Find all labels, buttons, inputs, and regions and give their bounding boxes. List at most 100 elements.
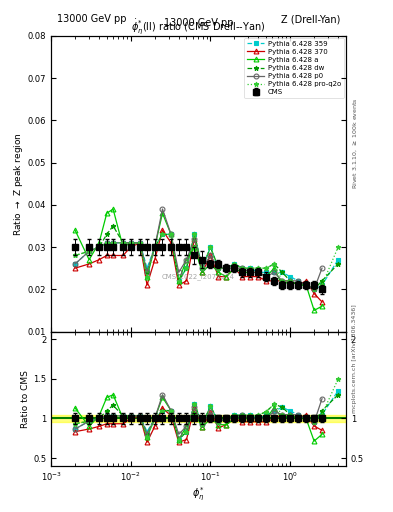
Pythia 6.428 dw: [264, 265, 268, 271]
Text: Rivet 3.1.10, $\geq$ 100k events: Rivet 3.1.10, $\geq$ 100k events: [352, 97, 359, 189]
Pythia 6.428 a: [264, 273, 268, 280]
Pythia 6.428 359: [216, 265, 221, 271]
Pythia 6.428 370: [184, 278, 189, 284]
Pythia 6.428 a: [192, 244, 197, 250]
Pythia 6.428 a: [320, 303, 324, 309]
Pythia 6.428 359: [272, 269, 277, 275]
Pythia 6.428 359: [240, 265, 245, 271]
Pythia 6.428 370: [256, 273, 261, 280]
Pythia 6.428 a: [129, 240, 133, 246]
Pythia 6.428 a: [111, 206, 116, 212]
Line: Pythia 6.428 pro-q2o: Pythia 6.428 pro-q2o: [73, 232, 341, 292]
Line: Pythia 6.428 370: Pythia 6.428 370: [73, 228, 325, 304]
Pythia 6.428 pro-q2o: [145, 273, 149, 280]
Pythia 6.428 p0: [288, 278, 292, 284]
Pythia 6.428 dw: [184, 265, 189, 271]
Y-axis label: Ratio to CMS: Ratio to CMS: [21, 370, 30, 428]
Pythia 6.428 dw: [105, 231, 109, 238]
Pythia 6.428 dw: [121, 240, 125, 246]
Pythia 6.428 dw: [145, 269, 149, 275]
Title: $\dot{\phi}^{*}_{\eta}$(ll) ratio (CMS Drell--Yan): $\dot{\phi}^{*}_{\eta}$(ll) ratio (CMS D…: [131, 17, 266, 36]
Pythia 6.428 pro-q2o: [176, 278, 181, 284]
Pythia 6.428 pro-q2o: [304, 282, 309, 288]
Pythia 6.428 dw: [296, 282, 301, 288]
Pythia 6.428 pro-q2o: [97, 244, 101, 250]
Pythia 6.428 p0: [97, 244, 101, 250]
Pythia 6.428 p0: [208, 252, 213, 259]
Pythia 6.428 pro-q2o: [87, 248, 92, 254]
Pythia 6.428 a: [152, 244, 157, 250]
Pythia 6.428 dw: [129, 240, 133, 246]
Pythia 6.428 p0: [87, 248, 92, 254]
Pythia 6.428 a: [208, 261, 213, 267]
Pythia 6.428 pro-q2o: [288, 278, 292, 284]
Pythia 6.428 a: [224, 273, 229, 280]
Pythia 6.428 370: [97, 257, 101, 263]
Pythia 6.428 370: [232, 265, 237, 271]
Pythia 6.428 a: [169, 231, 173, 238]
Pythia 6.428 370: [160, 227, 165, 233]
Pythia 6.428 370: [200, 269, 205, 275]
Pythia 6.428 pro-q2o: [280, 278, 285, 284]
Pythia 6.428 359: [105, 240, 109, 246]
Pythia 6.428 p0: [200, 265, 205, 271]
Pythia 6.428 pro-q2o: [184, 265, 189, 271]
Pythia 6.428 dw: [256, 265, 261, 271]
Pythia 6.428 p0: [176, 269, 181, 275]
Pythia 6.428 370: [169, 240, 173, 246]
Line: Pythia 6.428 dw: Pythia 6.428 dw: [73, 224, 341, 292]
Pythia 6.428 pro-q2o: [264, 265, 268, 271]
Bar: [51, 415, 346, 422]
Pythia 6.428 370: [304, 278, 309, 284]
Pythia 6.428 370: [216, 273, 221, 280]
Pythia 6.428 359: [256, 269, 261, 275]
Pythia 6.428 dw: [320, 278, 324, 284]
Pythia 6.428 359: [280, 269, 285, 275]
Text: Z (Drell-Yan): Z (Drell-Yan): [281, 14, 340, 24]
Line: Pythia 6.428 359: Pythia 6.428 359: [73, 232, 341, 292]
Pythia 6.428 pro-q2o: [129, 240, 133, 246]
Pythia 6.428 p0: [304, 282, 309, 288]
Pythia 6.428 370: [280, 278, 285, 284]
Pythia 6.428 359: [264, 269, 268, 275]
Pythia 6.428 359: [312, 286, 316, 292]
Pythia 6.428 359: [320, 282, 324, 288]
Pythia 6.428 pro-q2o: [248, 265, 253, 271]
Pythia 6.428 pro-q2o: [240, 265, 245, 271]
Pythia 6.428 a: [160, 210, 165, 217]
Pythia 6.428 dw: [97, 244, 101, 250]
Pythia 6.428 a: [280, 282, 285, 288]
Pythia 6.428 dw: [280, 269, 285, 275]
Pythia 6.428 p0: [121, 240, 125, 246]
Pythia 6.428 370: [105, 252, 109, 259]
Pythia 6.428 pro-q2o: [216, 265, 221, 271]
Pythia 6.428 pro-q2o: [296, 282, 301, 288]
Pythia 6.428 370: [152, 257, 157, 263]
Pythia 6.428 370: [176, 282, 181, 288]
Pythia 6.428 p0: [138, 240, 142, 246]
Pythia 6.428 pro-q2o: [312, 286, 316, 292]
Pythia 6.428 a: [105, 210, 109, 217]
Text: 13000 GeV pp: 13000 GeV pp: [57, 14, 127, 24]
Pythia 6.428 pro-q2o: [208, 244, 213, 250]
Pythia 6.428 370: [129, 244, 133, 250]
Pythia 6.428 359: [192, 231, 197, 238]
Pythia 6.428 p0: [192, 236, 197, 242]
Pythia 6.428 a: [184, 257, 189, 263]
Pythia 6.428 370: [296, 282, 301, 288]
Pythia 6.428 p0: [312, 286, 316, 292]
Pythia 6.428 370: [121, 252, 125, 259]
Pythia 6.428 pro-q2o: [272, 261, 277, 267]
Pythia 6.428 359: [248, 265, 253, 271]
Pythia 6.428 dw: [176, 278, 181, 284]
Pythia 6.428 p0: [224, 265, 229, 271]
Pythia 6.428 359: [176, 278, 181, 284]
Pythia 6.428 370: [111, 252, 116, 259]
Pythia 6.428 a: [304, 282, 309, 288]
Pythia 6.428 a: [256, 269, 261, 275]
Pythia 6.428 359: [224, 265, 229, 271]
Pythia 6.428 359: [121, 240, 125, 246]
Pythia 6.428 p0: [240, 265, 245, 271]
Pythia 6.428 p0: [320, 265, 324, 271]
Pythia 6.428 359: [232, 261, 237, 267]
